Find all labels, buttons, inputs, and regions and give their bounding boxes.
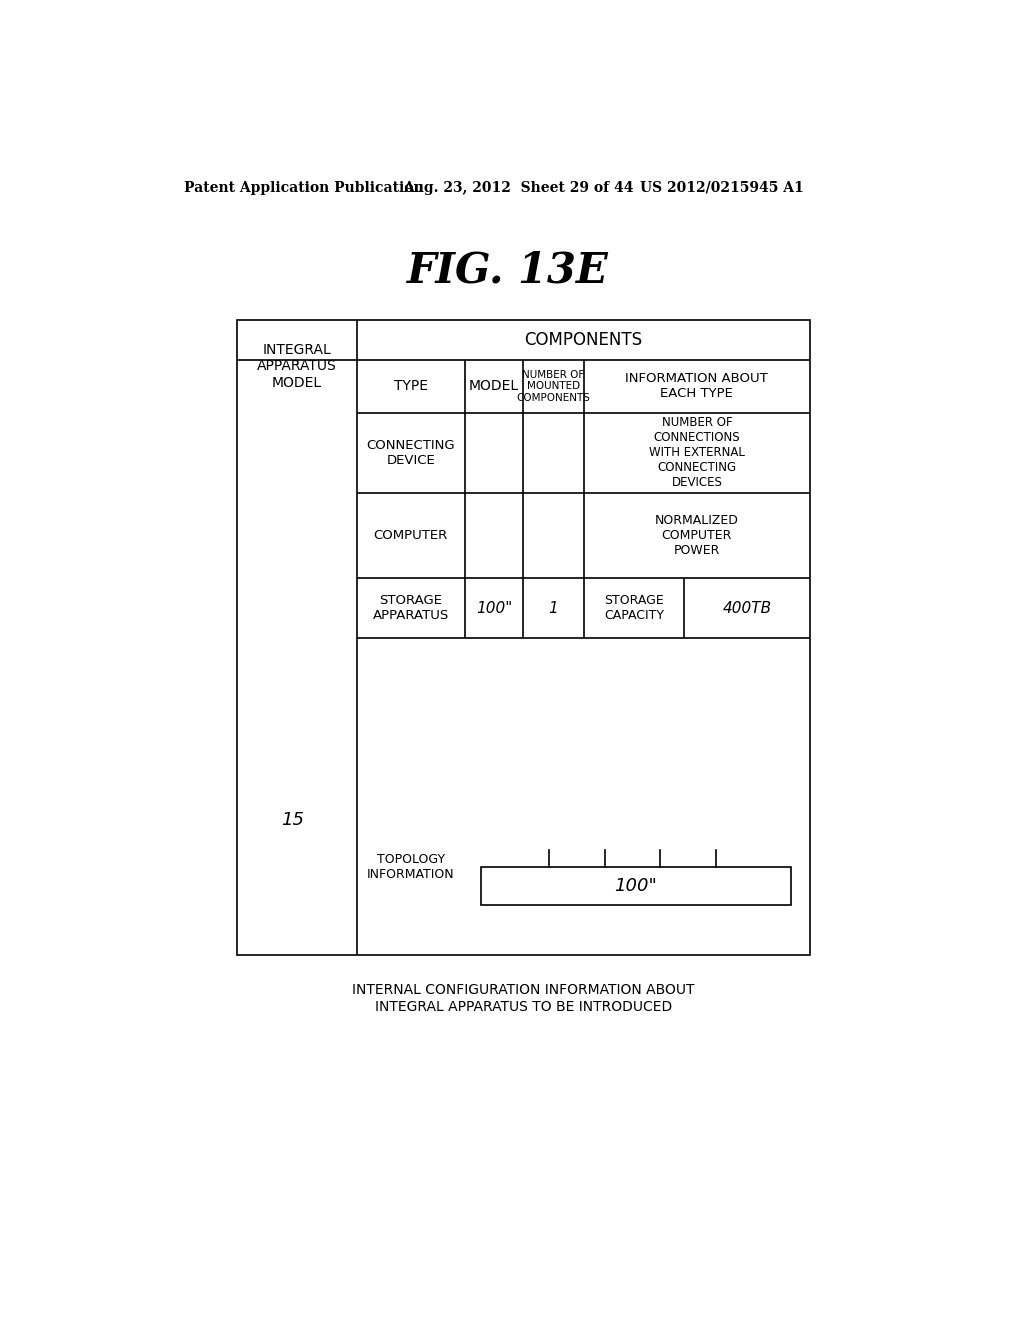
Text: NUMBER OF
CONNECTIONS
WITH EXTERNAL
CONNECTING
DEVICES: NUMBER OF CONNECTIONS WITH EXTERNAL CONN… <box>649 416 744 490</box>
Text: 15: 15 <box>282 810 304 829</box>
Text: 1: 1 <box>549 601 558 615</box>
Text: MODEL: MODEL <box>469 379 519 393</box>
Text: STORAGE
CAPACITY: STORAGE CAPACITY <box>604 594 665 622</box>
Text: TOPOLOGY
INFORMATION: TOPOLOGY INFORMATION <box>367 853 455 880</box>
Text: Aug. 23, 2012  Sheet 29 of 44: Aug. 23, 2012 Sheet 29 of 44 <box>403 181 634 194</box>
Bar <box>237 321 810 956</box>
Text: 100": 100" <box>614 876 657 895</box>
Text: 400TB: 400TB <box>723 601 772 615</box>
Text: FIG. 13E: FIG. 13E <box>407 249 608 290</box>
Text: INTERNAL CONFIGURATION INFORMATION ABOUT: INTERNAL CONFIGURATION INFORMATION ABOUT <box>352 983 694 997</box>
Text: INTEGRAL
APPARATUS
MODEL: INTEGRAL APPARATUS MODEL <box>257 343 337 389</box>
Text: 100": 100" <box>476 601 512 615</box>
Text: US 2012/0215945 A1: US 2012/0215945 A1 <box>640 181 803 194</box>
Text: Patent Application Publication: Patent Application Publication <box>183 181 424 194</box>
Text: COMPUTER: COMPUTER <box>374 529 449 543</box>
Text: NORMALIZED
COMPUTER
POWER: NORMALIZED COMPUTER POWER <box>655 515 738 557</box>
Text: INTEGRAL APPARATUS TO BE INTRODUCED: INTEGRAL APPARATUS TO BE INTRODUCED <box>375 1001 672 1014</box>
Text: TYPE: TYPE <box>394 379 428 393</box>
Text: CONNECTING
DEVICE: CONNECTING DEVICE <box>367 440 456 467</box>
Text: COMPONENTS: COMPONENTS <box>524 331 642 348</box>
Text: INFORMATION ABOUT
EACH TYPE: INFORMATION ABOUT EACH TYPE <box>626 372 768 400</box>
Text: STORAGE
APPARATUS: STORAGE APPARATUS <box>373 594 449 622</box>
Text: NUMBER OF
MOUNTED
COMPONENTS: NUMBER OF MOUNTED COMPONENTS <box>516 370 591 403</box>
Bar <box>480 867 791 906</box>
